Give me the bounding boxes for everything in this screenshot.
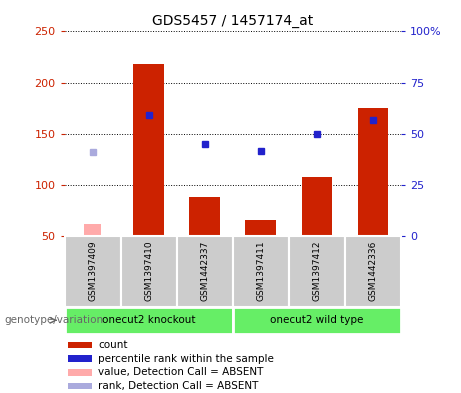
Bar <box>189 197 220 236</box>
Bar <box>301 176 332 236</box>
Text: GSM1397412: GSM1397412 <box>313 241 321 301</box>
Bar <box>133 64 164 236</box>
Text: GSM1397410: GSM1397410 <box>144 241 153 301</box>
Bar <box>245 220 276 236</box>
Text: genotype/variation: genotype/variation <box>5 315 104 325</box>
Text: GSM1397411: GSM1397411 <box>256 241 266 301</box>
Bar <box>68 369 92 376</box>
Bar <box>84 224 101 236</box>
Bar <box>177 236 233 307</box>
Bar <box>233 307 401 334</box>
Bar <box>358 108 389 236</box>
Text: percentile rank within the sample: percentile rank within the sample <box>98 354 274 364</box>
Title: GDS5457 / 1457174_at: GDS5457 / 1457174_at <box>152 14 313 28</box>
Bar <box>289 236 345 307</box>
Bar <box>65 236 121 307</box>
Text: value, Detection Call = ABSENT: value, Detection Call = ABSENT <box>98 367 264 377</box>
Bar <box>121 236 177 307</box>
Text: GSM1397409: GSM1397409 <box>88 241 97 301</box>
Text: GSM1442336: GSM1442336 <box>368 241 378 301</box>
Bar <box>345 236 401 307</box>
Text: onecut2 wild type: onecut2 wild type <box>270 315 364 325</box>
Text: GSM1442337: GSM1442337 <box>200 241 209 301</box>
Text: rank, Detection Call = ABSENT: rank, Detection Call = ABSENT <box>98 381 259 391</box>
Text: count: count <box>98 340 128 350</box>
Bar <box>68 342 92 348</box>
Bar <box>68 355 92 362</box>
Bar <box>233 236 289 307</box>
Bar <box>65 307 233 334</box>
Bar <box>68 383 92 389</box>
Text: onecut2 knockout: onecut2 knockout <box>102 315 195 325</box>
